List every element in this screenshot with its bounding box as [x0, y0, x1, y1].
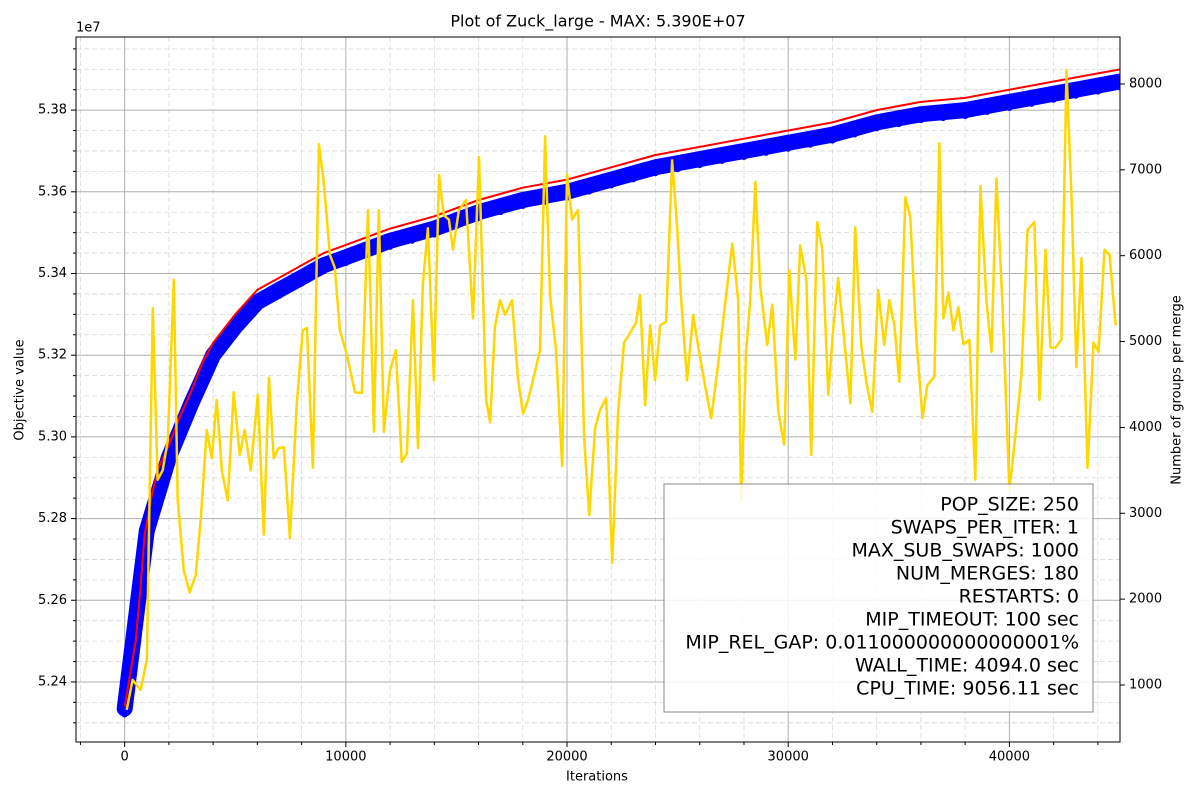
scatter-point — [254, 305, 261, 312]
info-line: MIP_REL_GAP: 0.011000000000000001% — [685, 632, 1079, 654]
scatter-point — [1117, 84, 1120, 91]
y-tick-label: 5.30 — [38, 429, 67, 444]
scatter-point — [276, 292, 283, 299]
x-tick-label: 0 — [121, 750, 129, 765]
scatter-point — [165, 460, 172, 467]
scatter-point — [785, 145, 792, 152]
scatter-point — [873, 125, 880, 132]
y-tick-label: 5.24 — [38, 674, 67, 689]
scatter-point — [342, 260, 349, 267]
info-line: NUM_MERGES: 180 — [896, 563, 1079, 585]
y2-tick-label: 6000 — [1129, 248, 1162, 263]
scatter-point — [1050, 96, 1057, 103]
scatter-point — [718, 158, 725, 165]
scatter-point — [652, 170, 659, 177]
scatter-point — [1072, 92, 1079, 99]
info-line: WALL_TIME: 4094.0 sec — [855, 655, 1079, 677]
x-tick-label: 30000 — [768, 750, 809, 765]
y2-tick-label: 4000 — [1129, 420, 1162, 435]
population-band — [116, 73, 1120, 717]
scatter-point — [188, 407, 195, 414]
y2-tick-label: 3000 — [1129, 506, 1162, 521]
scatter-point — [519, 202, 526, 209]
scatter-point — [895, 121, 902, 128]
scatter-point — [387, 243, 394, 250]
scatter-point — [630, 176, 637, 183]
info-line: POP_SIZE: 250 — [940, 494, 1079, 516]
scatter-point — [851, 131, 858, 138]
y-tick-label: 5.32 — [38, 348, 67, 363]
y2-tick-label: 2000 — [1129, 592, 1162, 607]
plot-layer: 0 10000 20000 30000 40000 5.24 5.26 5.28 5.30 5.3… — [38, 37, 1162, 765]
scatter-point — [917, 117, 924, 124]
x-tick-label: 10000 — [325, 750, 366, 765]
y-offset-label: 1e7 — [76, 21, 101, 36]
info-line: CPU_TIME: 9056.11 sec — [856, 678, 1079, 700]
y-tick-label: 5.34 — [38, 266, 67, 281]
scatter-point — [962, 113, 969, 120]
info-line: SWAPS_PER_ITER: 1 — [891, 517, 1079, 539]
x-axis-label: Iterations — [566, 770, 628, 785]
scatter-point — [1028, 100, 1035, 107]
scatter-point — [298, 280, 305, 287]
series-layer — [116, 68, 1120, 718]
scatter-point — [608, 182, 615, 189]
scatter-point — [586, 188, 593, 195]
y2-tick-label: 7000 — [1129, 162, 1162, 177]
scatter-point — [409, 237, 416, 244]
scatter-point — [740, 153, 747, 160]
y2-axis-label: Number of groups per merge — [1170, 295, 1185, 484]
scatter-point — [674, 166, 681, 173]
info-box — [663, 483, 1094, 713]
scatter-point — [320, 268, 327, 275]
x-tick-label: 20000 — [546, 750, 587, 765]
axes-frame — [75, 36, 1121, 743]
scatter-point — [1094, 88, 1101, 95]
scatter-point — [431, 231, 438, 238]
scatter-point — [940, 115, 947, 122]
series-line — [125, 68, 1117, 711]
y-tick-label: 5.26 — [38, 593, 67, 608]
scatter-point — [696, 162, 703, 169]
scatter-point — [829, 137, 836, 144]
y2-tick-label: 1000 — [1129, 677, 1162, 692]
scatter-point — [1006, 104, 1013, 111]
x-tick-label: 40000 — [989, 750, 1030, 765]
chart-title: Plot of Zuck_large - MAX: 5.390E+07 — [450, 12, 745, 32]
y-tick-label: 5.28 — [38, 511, 67, 526]
info-line: MAX_SUB_SWAPS: 1000 — [851, 540, 1079, 562]
scatter-point — [232, 329, 239, 336]
scatter-point — [210, 358, 217, 365]
y2-tick-label: 5000 — [1129, 334, 1162, 349]
scatter-point — [121, 711, 128, 718]
info-line: MIP_TIMEOUT: 100 sec — [865, 609, 1079, 631]
scatter-point — [807, 141, 814, 148]
y-tick-label: 5.38 — [38, 103, 67, 118]
scatter-point — [763, 149, 770, 156]
scatter-point — [984, 109, 991, 116]
y-tick-label: 5.36 — [38, 184, 67, 199]
info-line: RESTARTS: 0 — [959, 586, 1079, 608]
y-axis-label: Objective value — [13, 339, 28, 440]
scatter-point — [497, 209, 504, 216]
y2-tick-label: 8000 — [1129, 76, 1162, 91]
